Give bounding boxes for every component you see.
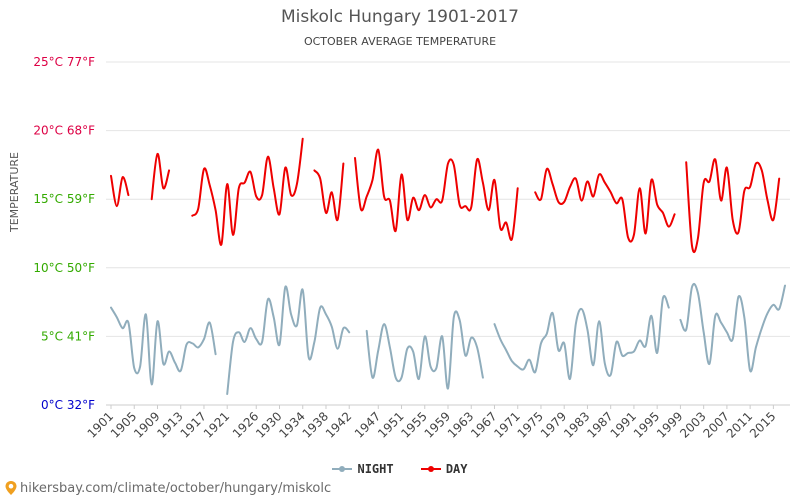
x-tick-label: 1901 bbox=[85, 409, 116, 440]
x-tick-label: 2003 bbox=[677, 409, 708, 440]
x-tick-label: 1917 bbox=[178, 409, 209, 440]
x-tick-label: 1983 bbox=[561, 409, 592, 440]
legend-day-marker-icon bbox=[420, 466, 441, 472]
y-tick-label: 10°C 50°F bbox=[33, 261, 95, 275]
day-line-segment-6 bbox=[685, 158, 781, 254]
x-tick-label: 1963 bbox=[445, 409, 476, 440]
x-tick-label: 1930 bbox=[253, 409, 284, 440]
series-layer bbox=[110, 137, 786, 395]
x-tick-label: 1926 bbox=[230, 409, 261, 440]
chart-subtitle: OCTOBER AVERAGE TEMPERATURE bbox=[303, 35, 497, 48]
x-tick-label: 1947 bbox=[352, 409, 383, 440]
legend-night-label: NIGHT bbox=[357, 462, 394, 476]
x-tick-label: 1921 bbox=[201, 409, 232, 440]
y-tick-labels: 0°C 32°F 5°C 41°F 10°C 50°F 15°C 59°F 20°C 6… bbox=[33, 55, 95, 412]
grid-layer bbox=[106, 61, 790, 409]
night-line-segment-2 bbox=[365, 310, 484, 390]
night-line-segment-4 bbox=[679, 283, 786, 373]
y-tick-label: 15°C 59°F bbox=[33, 192, 95, 206]
legend-night-marker-icon bbox=[332, 466, 353, 472]
day-line-segment-3 bbox=[313, 162, 345, 222]
x-tick-label: 2011 bbox=[724, 409, 755, 440]
x-tick-label: 1979 bbox=[538, 409, 569, 440]
y-tick-label: 0°C 32°F bbox=[41, 398, 95, 412]
x-tick-label: 1959 bbox=[422, 409, 453, 440]
x-tick-label: 1999 bbox=[654, 409, 685, 440]
y-tick-label: 25°C 77°F bbox=[33, 55, 95, 69]
y-tick-label: 20°C 68°F bbox=[33, 124, 95, 138]
x-tick-label: 1951 bbox=[375, 409, 406, 440]
chart-title: Miskolc Hungary 1901-2017 bbox=[280, 7, 520, 27]
x-tick-label: 1995 bbox=[631, 409, 662, 440]
x-tick-label: 2007 bbox=[701, 409, 732, 440]
map-pin-icon bbox=[5, 481, 17, 495]
day-line-segment-2 bbox=[191, 137, 304, 246]
x-tick-label: 1987 bbox=[584, 409, 615, 440]
day-line-segment-0 bbox=[110, 174, 130, 208]
x-tick-label: 1971 bbox=[491, 409, 522, 440]
legend-day-label: DAY bbox=[445, 462, 468, 476]
temperature-chart: 0°C 32°F 5°C 41°F 10°C 50°F 15°C 59°F 20°C 6… bbox=[33, 55, 790, 441]
x-tick-labels: 1901190519091913191719211926193019341938… bbox=[85, 409, 779, 440]
x-tick-label: 1913 bbox=[154, 409, 185, 440]
x-tick-label: 1942 bbox=[323, 409, 354, 440]
day-line-segment-4 bbox=[354, 148, 519, 242]
y-tick-label: 5°C 41°F bbox=[41, 329, 95, 343]
x-tick-label: 1975 bbox=[515, 409, 546, 440]
series-night bbox=[110, 283, 786, 395]
legend: NIGHT DAY bbox=[0, 462, 800, 477]
x-tick-label: 1991 bbox=[608, 409, 639, 440]
x-tick-label: 1934 bbox=[276, 409, 307, 440]
x-tick-label: 1909 bbox=[131, 409, 162, 440]
night-line-segment-1 bbox=[226, 285, 351, 395]
x-tick-label: 1938 bbox=[300, 409, 331, 440]
x-tick-label: 1905 bbox=[108, 409, 139, 440]
footer-link[interactable]: hikersbay.com/climate/october/hungary/mi… bbox=[4, 480, 331, 496]
series-day bbox=[110, 137, 781, 254]
night-line-segment-3 bbox=[493, 295, 670, 380]
footer-url: hikersbay.com/climate/october/hungary/mi… bbox=[20, 480, 332, 496]
night-line-segment-0 bbox=[110, 306, 217, 386]
day-line-segment-1 bbox=[150, 152, 171, 201]
x-tick-label: 1955 bbox=[398, 409, 429, 440]
x-tick-label: 2015 bbox=[747, 409, 778, 440]
legend-item-day[interactable]: DAY bbox=[420, 462, 468, 476]
day-line-segment-5 bbox=[534, 167, 676, 243]
legend-item-night[interactable]: NIGHT bbox=[332, 462, 394, 476]
x-tick-label: 1967 bbox=[468, 409, 499, 440]
